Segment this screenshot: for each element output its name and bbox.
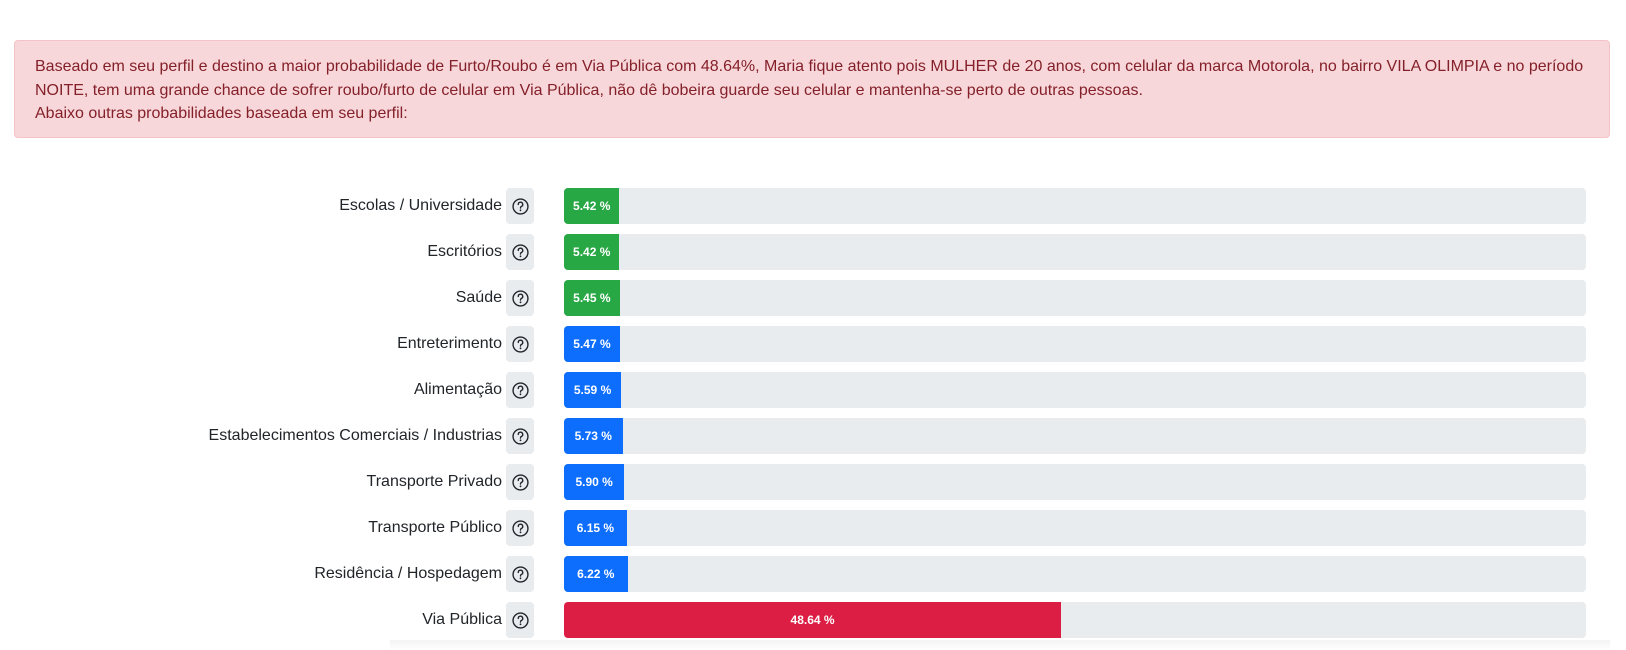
help-button[interactable] [506,280,534,316]
bottom-shadow [390,640,1610,650]
progress-track: 5.90 % [564,464,1586,500]
probability-row: Entreterimento 5.47 % [0,326,1626,372]
help-button[interactable] [506,188,534,224]
progress-bar: 5.90 % [564,464,625,500]
progress-track: 48.64 % [564,602,1586,638]
progress-bar: 5.47 % [564,326,620,362]
help-button[interactable] [506,602,534,638]
probability-row: Transporte Público 6.15 % [0,510,1626,556]
help-button[interactable] [506,464,534,500]
help-button[interactable] [506,326,534,362]
progress-track: 5.45 % [564,280,1586,316]
probability-label: Entreterimento [397,335,502,352]
probability-label: Transporte Público [368,519,502,536]
progress-bar: 6.22 % [564,556,628,592]
risk-alert: Baseado em seu perfil e destino a maior … [14,40,1610,138]
progress-bar: 6.15 % [564,510,627,546]
question-circle-icon [511,565,529,583]
progress-bar: 48.64 % [564,602,1062,638]
question-circle-icon [511,335,529,353]
progress-track: 5.47 % [564,326,1586,362]
probability-row: Escritórios 5.42 % [0,234,1626,280]
alert-subtitle: Abaixo outras probabilidades baseada em … [35,105,408,122]
probability-label: Escolas / Universidade [339,197,502,214]
probability-label: Residência / Hospedagem [314,565,502,582]
probability-row: Estabelecimentos Comerciais / Industrias… [0,418,1626,464]
probability-row: Via Pública 48.64 % [0,602,1626,648]
progress-track: 5.73 % [564,418,1586,454]
probability-label: Saúde [455,289,502,306]
progress-bar: 5.73 % [564,418,623,454]
probability-row: Saúde 5.45 % [0,280,1626,326]
question-circle-icon [511,427,529,445]
question-circle-icon [511,243,529,261]
progress-track: 6.15 % [564,510,1586,546]
progress-bar: 5.42 % [564,188,620,224]
alert-message: Baseado em seu perfil e destino a maior … [35,58,1584,99]
help-button[interactable] [506,510,534,546]
question-circle-icon [511,381,529,399]
probability-label: Escritórios [427,243,502,260]
question-circle-icon [511,197,529,215]
help-button[interactable] [506,556,534,592]
probability-label: Transporte Privado [366,473,502,490]
question-circle-icon [511,519,529,537]
progress-track: 5.42 % [564,188,1586,224]
question-circle-icon [511,473,529,491]
question-circle-icon [511,289,529,307]
progress-bar: 5.42 % [564,234,620,270]
probability-row: Transporte Privado 5.90 % [0,464,1626,510]
probability-row: Escolas / Universidade 5.42 % [0,188,1626,234]
probability-label: Via Pública [422,611,502,628]
probability-label: Estabelecimentos Comerciais / Industrias [208,427,502,444]
probability-row: Alimentação 5.59 % [0,372,1626,418]
probability-label: Alimentação [413,381,502,398]
progress-bar: 5.45 % [564,280,620,316]
progress-track: 5.42 % [564,234,1586,270]
probability-list: Escolas / Universidade 5.42 % Escritórios 5… [0,188,1626,648]
probability-row: Residência / Hospedagem 6.22 % [0,556,1626,602]
question-circle-icon [511,611,529,629]
help-button[interactable] [506,372,534,408]
progress-bar: 5.59 % [564,372,622,408]
help-button[interactable] [506,234,534,270]
progress-track: 6.22 % [564,556,1586,592]
progress-track: 5.59 % [564,372,1586,408]
help-button[interactable] [506,418,534,454]
